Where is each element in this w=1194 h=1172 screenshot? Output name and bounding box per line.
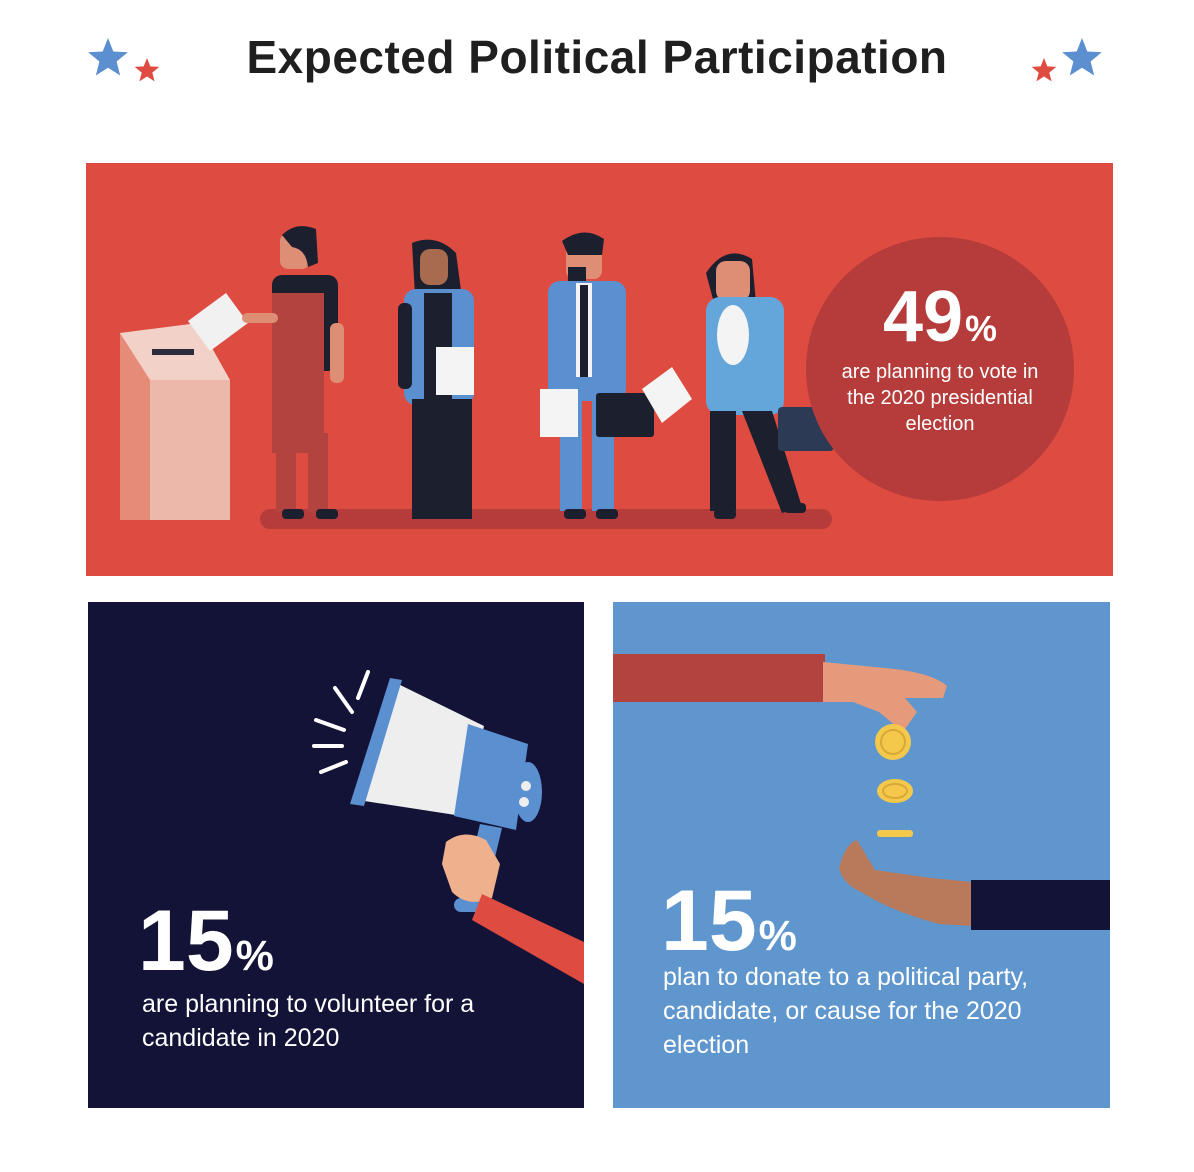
volunteer-value: 15 bbox=[138, 893, 234, 989]
star-icon bbox=[1062, 38, 1102, 76]
stars-left-decoration bbox=[86, 36, 166, 92]
donate-panel: 15% plan to donate to a political party,… bbox=[613, 602, 1110, 1108]
star-icon bbox=[88, 38, 128, 76]
coin-icon bbox=[877, 779, 913, 803]
star-icon bbox=[1031, 58, 1057, 82]
voter-figure-icon bbox=[398, 239, 474, 519]
volunteer-caption: are planning to volunteer for a candidat… bbox=[142, 990, 475, 1052]
vote-percentage: 49% bbox=[806, 281, 1074, 353]
hand-icon bbox=[839, 840, 1110, 930]
megaphone-illustration bbox=[312, 670, 584, 984]
page-title: Expected Political Participation bbox=[246, 31, 948, 83]
volunteer-unit: % bbox=[235, 932, 274, 980]
ballot-box-icon bbox=[120, 293, 248, 520]
donate-caption: plan to donate to a political party, can… bbox=[663, 963, 1029, 1059]
voter-figure-icon bbox=[242, 226, 344, 519]
volunteer-percentage: 15% bbox=[138, 898, 274, 984]
coin-icon bbox=[877, 830, 913, 837]
hand-icon bbox=[442, 834, 584, 984]
donate-unit: % bbox=[758, 912, 797, 960]
star-icon bbox=[134, 58, 160, 82]
vote-unit: % bbox=[965, 308, 998, 349]
donate-percentage: 15% bbox=[661, 878, 797, 964]
volunteer-panel: 15% are planning to volunteer for a cand… bbox=[88, 602, 584, 1108]
vote-caption: are planning to vote in the 2020 preside… bbox=[841, 361, 1039, 435]
donation-illustration bbox=[613, 654, 1110, 930]
voter-figure-icon bbox=[642, 253, 834, 519]
vote-panel: 49% are planning to vote in the 2020 pre… bbox=[86, 163, 1113, 576]
hand-icon bbox=[613, 654, 947, 732]
vote-value: 49 bbox=[882, 277, 964, 357]
donate-value: 15 bbox=[661, 873, 757, 969]
stars-right-decoration bbox=[1026, 36, 1106, 92]
vote-stat-circle bbox=[806, 237, 1074, 501]
megaphone-icon bbox=[312, 670, 542, 912]
coin-icon bbox=[875, 724, 911, 760]
voter-figure-icon bbox=[540, 232, 654, 519]
voters-illustration bbox=[120, 226, 834, 529]
